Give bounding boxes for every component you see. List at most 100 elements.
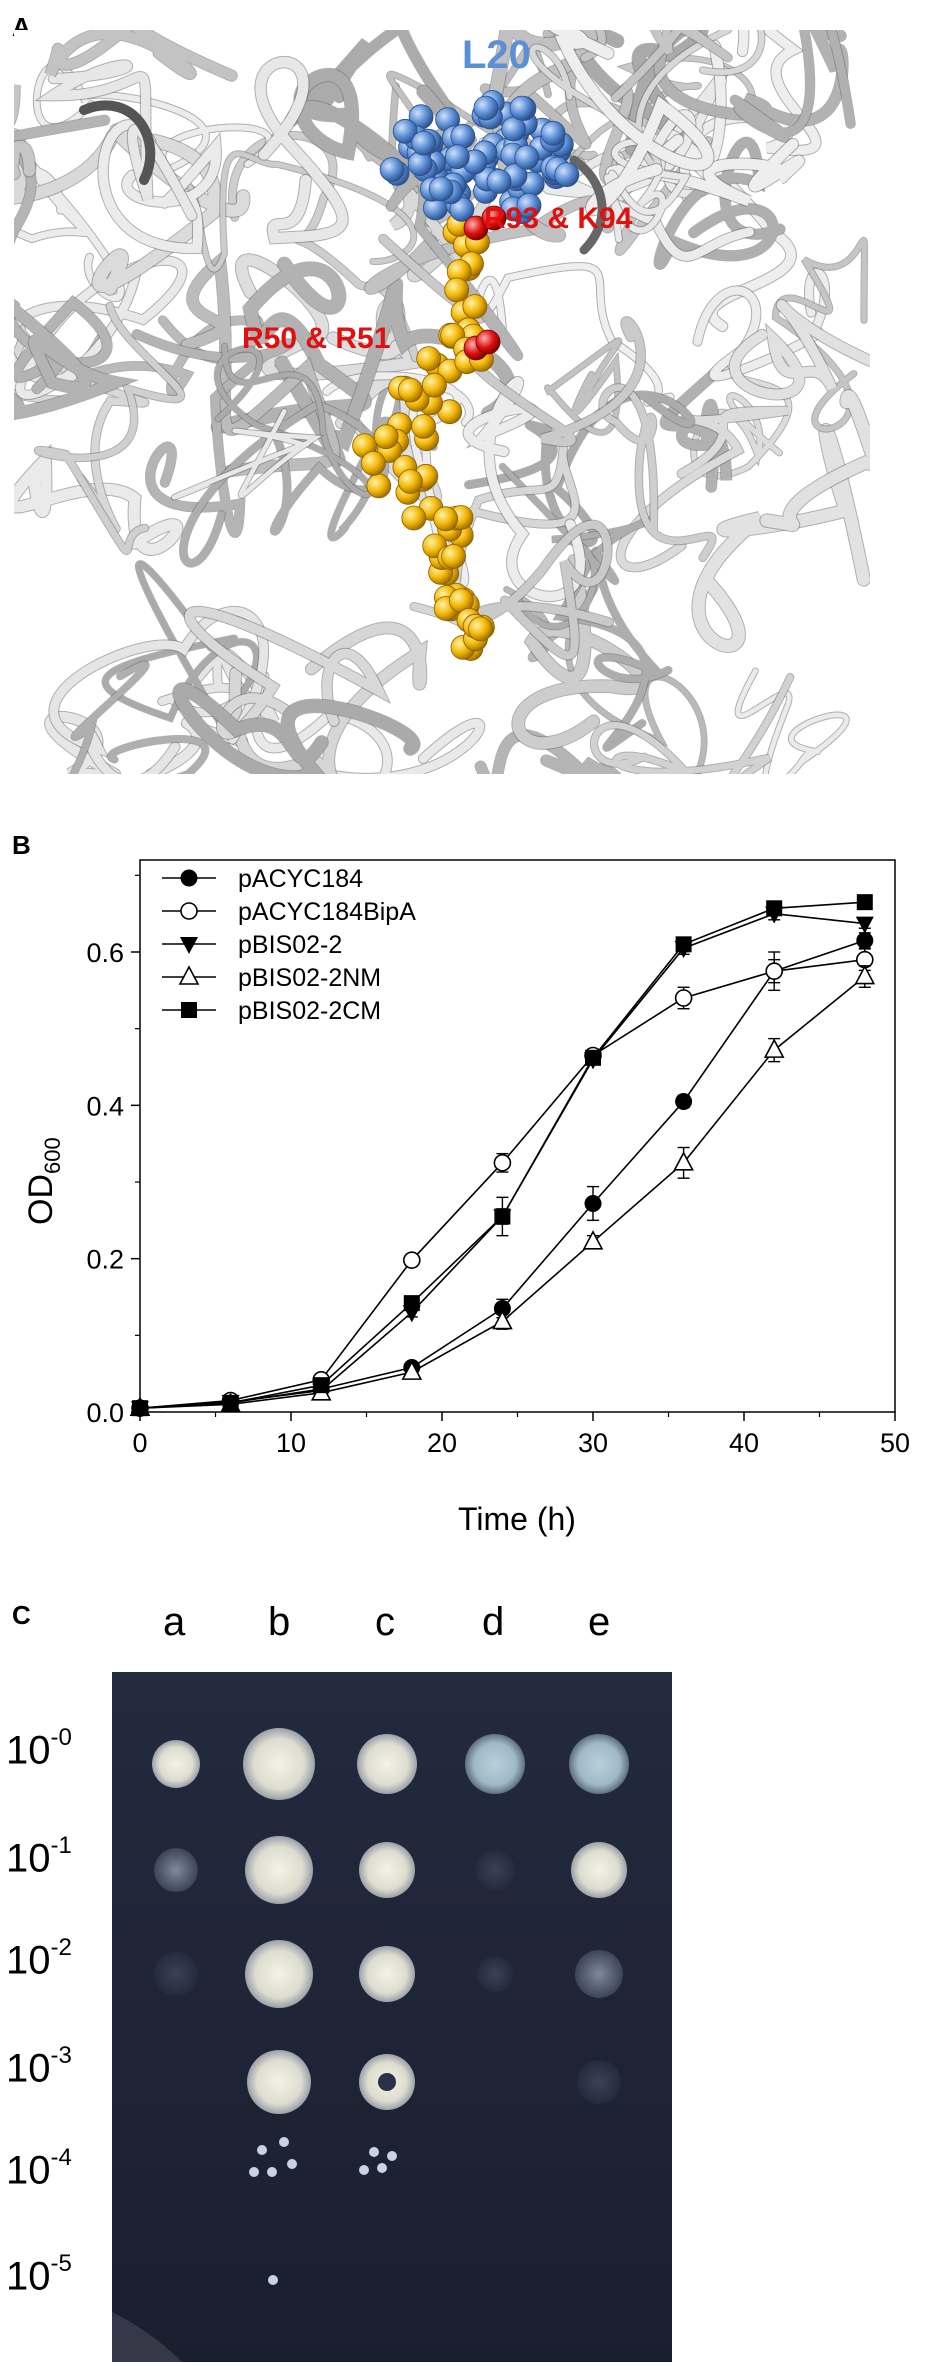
rna-ribbon xyxy=(184,151,417,272)
legend-label: pBIS02-2 xyxy=(238,931,342,959)
colony-spot xyxy=(575,1950,623,1998)
data-point xyxy=(673,1151,694,1171)
x-tick-label: 30 xyxy=(578,1428,608,1458)
x-tick-label: 10 xyxy=(276,1428,306,1458)
rna-ribbon xyxy=(730,0,855,142)
colony-spot xyxy=(154,1848,198,1892)
data-point xyxy=(766,900,783,917)
rna-ribbon xyxy=(0,290,136,421)
x-tick-label: 20 xyxy=(427,1428,457,1458)
data-point xyxy=(401,1360,423,1380)
data-point xyxy=(675,1093,693,1110)
rna-ribbon xyxy=(34,302,185,555)
lane-label-a: a xyxy=(163,1600,186,1644)
data-point xyxy=(584,1194,602,1212)
rna-ribbon-dark xyxy=(79,100,156,185)
dilution-label-5: 10-5 xyxy=(6,2250,72,2299)
single-colony xyxy=(268,2275,278,2285)
protein-label: L20 xyxy=(462,33,531,77)
x-axis-label: Time (h) xyxy=(458,1501,576,1537)
l20-sphere xyxy=(473,95,499,121)
loop-sphere xyxy=(366,473,392,499)
single-colony xyxy=(287,2159,297,2169)
rna-ribbon xyxy=(37,60,197,221)
y-tick-label: 0.0 xyxy=(86,1398,124,1428)
single-colony xyxy=(257,2145,267,2155)
spot-assay: a b c d e 10-0 10-1 10-2 10-3 10-4 10-5 xyxy=(0,1600,950,2366)
y-tick-label: 0.6 xyxy=(86,938,124,968)
colony-spot xyxy=(577,2060,621,2104)
loop-sphere xyxy=(421,372,447,398)
colony-spot-hole xyxy=(378,2073,396,2091)
series-4 xyxy=(132,894,873,1417)
residue-sphere xyxy=(475,329,501,355)
data-point xyxy=(492,1309,513,1330)
rna-ribbon xyxy=(236,254,428,381)
single-colony xyxy=(267,2167,277,2177)
x-tick-label: 0 xyxy=(132,1428,147,1458)
colony-spot xyxy=(245,1940,313,2008)
loop-sphere xyxy=(401,505,427,531)
rna-ribbon xyxy=(0,145,124,302)
loop-sphere xyxy=(467,616,493,642)
rna-ribbon xyxy=(255,57,348,244)
data-point xyxy=(132,1400,148,1417)
dilution-label-4: 10-4 xyxy=(6,2144,72,2193)
rna-ribbon xyxy=(173,683,420,784)
l20-sphere xyxy=(554,162,580,188)
lane-label-d: d xyxy=(482,1600,505,1644)
agar-plate-photo xyxy=(112,1672,672,2362)
y-axis-label-subscript: 600 xyxy=(40,1137,65,1174)
data-point xyxy=(494,1208,511,1225)
l20-sphere xyxy=(428,176,454,202)
growth-chart: 0 10 20 30 40 50 0.0 0.2 0.4 0.6 pACYC184 pACYC184… xyxy=(0,830,950,1550)
y-tick-label: 0.2 xyxy=(86,1245,124,1275)
single-colony xyxy=(377,2163,387,2173)
y-axis-label-main: OD xyxy=(22,1174,60,1225)
single-colony xyxy=(387,2151,397,2161)
legend-label: pACYC184 xyxy=(238,865,363,893)
series-3 xyxy=(129,964,876,1416)
series-line xyxy=(139,975,866,1409)
data-point xyxy=(402,1251,421,1270)
series-line xyxy=(139,958,865,1409)
panel-c-letter: C xyxy=(12,1600,31,1630)
l20-sphere xyxy=(392,118,418,144)
panel-b-letter: B xyxy=(12,830,31,860)
l20-sphere xyxy=(411,130,437,156)
loop-sphere xyxy=(360,450,386,476)
rna-ribbon xyxy=(545,338,622,435)
l20-sphere xyxy=(449,196,475,222)
colony-spot xyxy=(571,1842,627,1898)
residue-label-r93-k94: R93 & K94 xyxy=(484,202,633,235)
l20-sphere xyxy=(486,169,512,194)
legend-marker xyxy=(180,937,198,954)
data-point xyxy=(856,894,873,911)
colony-spot xyxy=(247,2050,311,2114)
colony-spot xyxy=(569,1734,629,1794)
dilution-label-0: 10-0 xyxy=(6,1724,72,1773)
data-point xyxy=(763,1038,785,1058)
colony-spot xyxy=(357,1734,417,1794)
legend-marker xyxy=(181,1002,197,1018)
residue-label-r50-r51: R50 & R51 xyxy=(242,322,390,355)
loop-sphere xyxy=(373,424,399,450)
rna-ribbon xyxy=(171,409,322,500)
residue-sphere xyxy=(481,205,507,231)
rna-ribbon xyxy=(730,299,875,400)
data-point xyxy=(313,1377,330,1394)
protein-extension-spheres xyxy=(352,211,495,661)
loop-sphere xyxy=(397,377,423,403)
lane-label-e: e xyxy=(588,1600,611,1644)
rna-ribbon xyxy=(5,445,183,555)
rna-ribbon xyxy=(379,234,645,447)
chart-series xyxy=(129,894,876,1419)
data-point xyxy=(674,989,693,1007)
colony-spot xyxy=(359,1842,415,1898)
rna-ribbon xyxy=(102,561,260,726)
single-colony xyxy=(279,2137,289,2147)
protein-l20-spheres xyxy=(379,90,580,225)
l20-sphere xyxy=(407,151,433,177)
rna-ribbon xyxy=(349,71,535,200)
x-tick-label: 50 xyxy=(880,1428,910,1458)
